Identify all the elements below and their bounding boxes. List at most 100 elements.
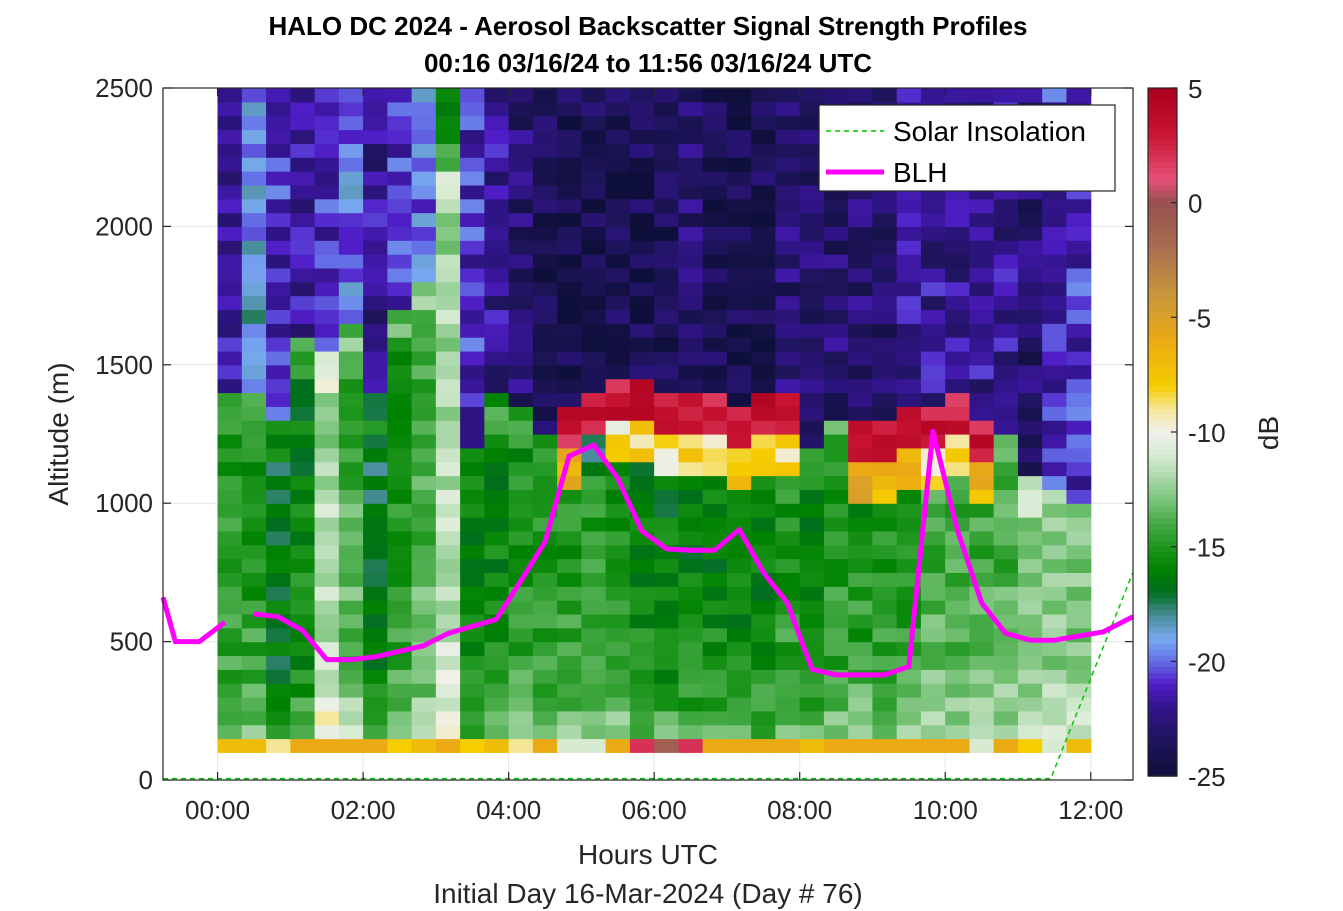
heatmap-cell [338,157,364,172]
heatmap-cell [557,337,582,352]
heatmap-cell [848,337,874,352]
colorbar-segment [1148,214,1177,221]
heatmap-cell [751,447,777,463]
heatmap-cell [605,364,631,380]
colorbar-segment [1148,334,1177,341]
heatmap-cell [1042,669,1068,684]
heatmap-cell [654,517,679,532]
heatmap-cell [848,198,874,214]
heatmap-cell [435,558,461,573]
heatmap-cell [605,586,631,601]
heatmap-cell [629,420,655,435]
heatmap-cell [363,115,388,131]
heatmap-cell [508,254,534,269]
heatmap-cell [387,267,413,283]
heatmap-cell [411,184,437,200]
heatmap-cell [702,517,728,532]
heatmap-cell [363,683,388,698]
heatmap-cell [1042,724,1068,740]
heatmap-cell [896,281,922,297]
heatmap-cell [823,489,849,504]
heatmap-cell [435,171,461,186]
heatmap-cell [702,669,728,684]
heatmap-cell [581,184,607,200]
heatmap-cell [363,475,388,490]
heatmap-cell [945,420,971,435]
heatmap-cell [799,613,825,629]
colorbar-segment [1148,196,1177,204]
heatmap-cell [508,544,534,560]
heatmap-cell [460,88,485,103]
heatmap-cell [678,558,704,573]
heatmap-cell [581,392,607,407]
heatmap-cell [920,267,946,283]
heatmap-cell [435,198,461,214]
heatmap-cell [1042,683,1068,698]
heatmap-cell [799,489,825,504]
heatmap-cell [993,240,1019,255]
heatmap-cell [387,503,413,518]
heatmap-cell [484,226,510,241]
heatmap-cell [411,738,437,753]
colorbar-segment [1148,237,1177,244]
heatmap-cell [823,586,849,601]
heatmap-cell [290,378,316,394]
heatmap-cell [751,503,777,518]
heatmap-cell [993,378,1019,394]
heatmap-cell [484,171,510,186]
heatmap-cell [726,544,752,560]
heatmap-cell [702,337,728,352]
heatmap-cell [945,655,971,670]
heatmap-cell [751,613,777,629]
heatmap-cell [872,683,898,698]
colorbar-segment [1148,477,1177,485]
heatmap-cell [266,281,291,297]
heatmap-cell [557,641,582,657]
heatmap-cell [654,295,679,311]
heatmap-cell [460,503,485,518]
heatmap-cell [629,475,655,490]
heatmap-cell [217,683,243,698]
heatmap-cell [314,420,340,435]
heatmap-cell [823,350,849,366]
heatmap-cell [508,724,534,740]
heatmap-cell [363,600,388,615]
heatmap-cell [678,267,704,283]
heatmap-cell [920,586,946,601]
heatmap-cell [872,392,898,407]
heatmap-cell [435,392,461,407]
heatmap-cell [532,295,558,311]
heatmap-cell [872,475,898,490]
heatmap-cell [848,489,874,504]
heatmap-cell [290,212,316,227]
colorbar-segment [1148,632,1177,640]
heatmap-cell [387,447,413,463]
heatmap-cell [654,309,679,324]
heatmap-cell [848,309,874,324]
heatmap-cell [460,669,485,684]
heatmap-cell [775,295,801,311]
heatmap-cell [969,392,995,407]
colorbar-segment [1148,449,1177,456]
heatmap-cell [241,212,267,227]
heatmap-cell [872,420,898,435]
heatmap-cell [1042,696,1068,712]
heatmap-cell [508,613,534,629]
heatmap-cell [605,517,631,532]
heatmap-cell [508,420,534,435]
heatmap-cell [532,254,558,269]
heatmap-cell [993,323,1019,338]
x-tick-label: 02:00 [331,795,396,825]
heatmap-cell [338,724,364,740]
heatmap-cell [629,572,655,587]
heatmap-cell [775,434,801,449]
heatmap-cell [217,240,243,255]
heatmap-cell [314,613,340,629]
heatmap-cell [338,226,364,241]
colorbar-segment [1148,460,1177,468]
heatmap-cell [532,323,558,338]
colorbar-segment [1148,185,1177,192]
heatmap-cell [581,544,607,560]
heatmap-cell [217,724,243,740]
